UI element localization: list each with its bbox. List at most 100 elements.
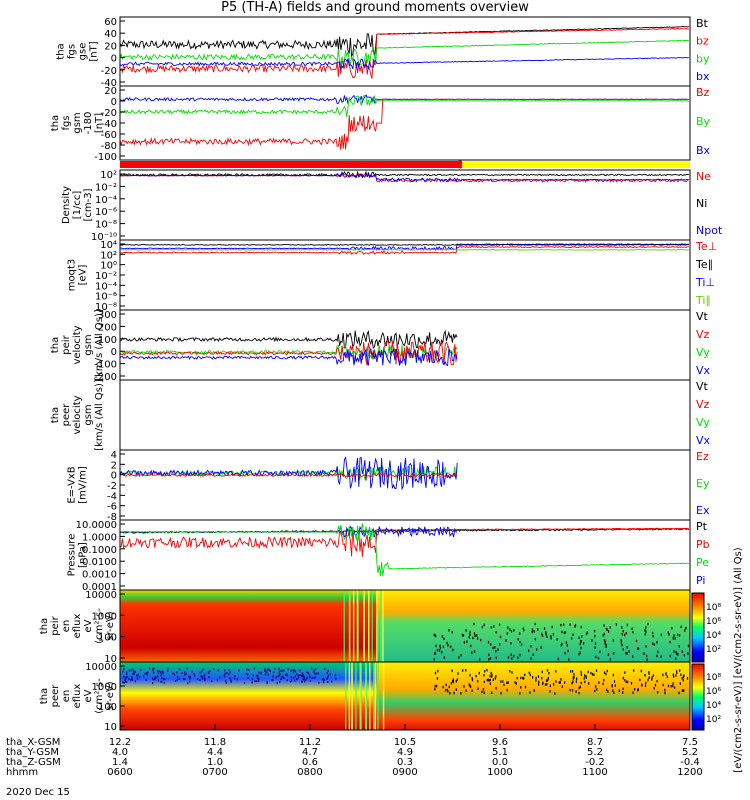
noise-speck — [572, 633, 574, 636]
noise-speck — [123, 667, 125, 670]
noise-speck — [612, 639, 614, 642]
noise-speck — [669, 640, 671, 644]
noise-speck — [524, 673, 526, 677]
noise-speck — [277, 675, 279, 678]
x-row-value: 11.8 — [204, 737, 226, 748]
noise-speck — [157, 670, 159, 672]
noise-speck — [489, 678, 491, 682]
noise-speck — [123, 681, 125, 684]
noise-speck — [679, 682, 681, 685]
noise-speck — [264, 673, 266, 676]
noise-speck — [302, 678, 304, 681]
peir_spec-streak — [343, 590, 345, 662]
noise-speck — [145, 672, 147, 675]
noise-speck — [124, 679, 126, 681]
y-tick-label: 10⁰ — [100, 261, 117, 272]
noise-speck — [327, 681, 329, 683]
noise-speck — [208, 676, 210, 679]
noise-speck — [122, 681, 124, 684]
noise-speck — [456, 678, 458, 681]
noise-speck — [181, 672, 183, 674]
noise-speck — [591, 672, 594, 676]
y-tick-label: 20 — [104, 86, 117, 97]
pressure-series-line — [120, 523, 689, 577]
noise-speck — [229, 677, 231, 680]
fgs_gse-series-line — [119, 28, 689, 79]
noise-speck — [123, 675, 125, 678]
noise-speck — [470, 644, 472, 648]
noise-speck — [194, 674, 196, 677]
noise-speck — [622, 687, 624, 691]
y-tick-label: 10⁻¹⁰ — [91, 232, 117, 243]
y-tick-label: -4 — [107, 491, 117, 502]
noise-speck — [510, 630, 513, 633]
legend-label: by — [696, 52, 710, 65]
x-row-value: 4.0 — [112, 747, 128, 758]
noise-speck — [682, 675, 684, 679]
x-row-value: 7.5 — [682, 737, 698, 748]
y-tick-label: 10⁻⁸ — [95, 220, 117, 231]
noise-speck — [599, 650, 601, 654]
noise-speck — [559, 681, 561, 684]
legend-label: Ez — [696, 450, 709, 463]
noise-speck — [676, 671, 678, 675]
noise-speck — [450, 645, 452, 649]
y-tick-label: 100 — [98, 702, 117, 713]
noise-speck — [546, 679, 548, 682]
noise-speck — [654, 683, 657, 687]
noise-speck — [575, 623, 577, 627]
noise-speck — [264, 669, 266, 672]
noise-speck — [489, 674, 491, 678]
noise-speck — [674, 637, 676, 640]
noise-speck — [217, 669, 219, 672]
noise-speck — [327, 676, 329, 679]
noise-speck — [540, 646, 542, 649]
noise-speck — [580, 640, 582, 643]
noise-speck — [606, 688, 608, 692]
noise-speck — [144, 672, 146, 675]
panel-peer_vel: thapeervelocitygsm[km/s (All Qs)] Vt Vz Vy V… — [50, 379, 711, 451]
noise-speck — [225, 679, 227, 682]
peer_spec-streak — [365, 662, 368, 730]
y-tick-label: 4 — [111, 450, 117, 461]
noise-speck — [585, 632, 588, 636]
noise-speck — [677, 653, 679, 656]
noise-speck — [301, 672, 304, 675]
noise-speck — [521, 643, 523, 647]
noise-speck — [676, 669, 678, 673]
noise-speck — [247, 673, 249, 676]
noise-speck — [637, 647, 639, 650]
fgs_gse-series-line — [119, 56, 689, 70]
noise-speck — [545, 632, 547, 636]
noise-speck — [494, 646, 496, 649]
noise-speck — [471, 678, 474, 682]
noise-speck — [493, 625, 495, 628]
noise-speck — [672, 637, 674, 640]
noise-speck — [311, 667, 313, 670]
noise-speck — [224, 672, 226, 675]
noise-speck — [452, 678, 454, 681]
noise-speck — [172, 672, 174, 675]
noise-speck — [563, 623, 565, 626]
noise-speck — [162, 678, 165, 681]
noise-speck — [657, 650, 659, 654]
fgs_gse-series-line — [119, 39, 689, 66]
noise-speck — [571, 637, 573, 640]
noise-speck — [153, 667, 155, 670]
noise-speck — [160, 674, 162, 677]
noise-speck — [175, 680, 177, 682]
noise-speck — [202, 668, 204, 671]
noise-speck — [682, 678, 684, 682]
noise-speck — [607, 690, 609, 693]
noise-speck — [203, 677, 206, 679]
noise-speck — [595, 669, 598, 672]
noise-speck — [442, 685, 444, 689]
noise-speck — [317, 672, 319, 675]
noise-speck — [189, 675, 191, 678]
noise-speck — [495, 649, 497, 653]
peir_spec-streak — [376, 590, 378, 662]
noise-speck — [624, 678, 626, 682]
noise-speck — [476, 634, 478, 637]
peir_vel-series-line — [119, 329, 458, 349]
noise-speck — [199, 671, 201, 674]
